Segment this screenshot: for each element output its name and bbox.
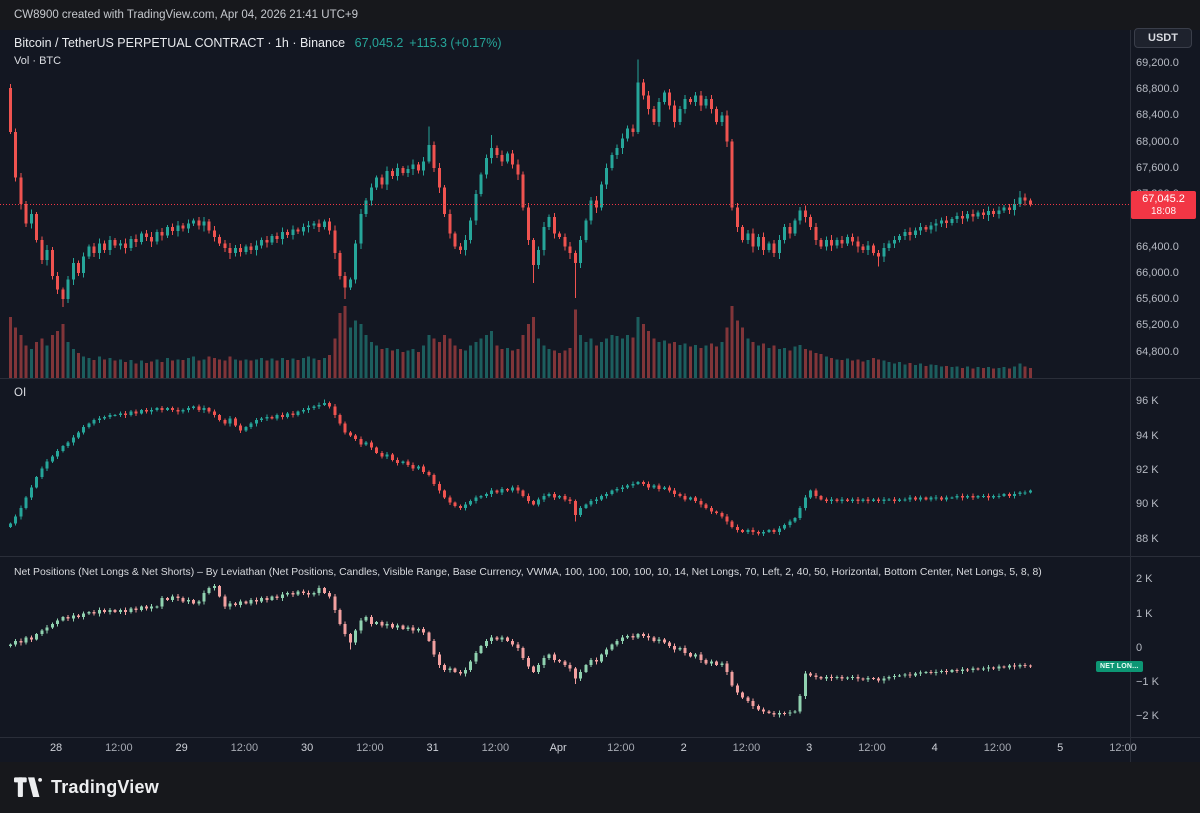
time-tick-label: 12:00 [983,742,1012,754]
chart-area[interactable]: Bitcoin / TetherUS PERPETUAL CONTRACT · … [0,30,1200,762]
time-tick-label: 5 [1057,742,1064,754]
axis-tick-label: 96 K [1136,395,1159,408]
time-tick-label: 3 [806,742,813,754]
axis-tick-label: 68,800.0 [1136,83,1179,96]
last-price-label: 67,045.2 [1142,193,1185,206]
axis-tick-label: 65,600.0 [1136,293,1179,306]
snapshot-topbar: CW8900 created with TradingView.com, Apr… [0,0,1200,30]
axis-tick-label: 68,400.0 [1136,109,1179,122]
symbol-title[interactable]: Bitcoin / TetherUS PERPETUAL CONTRACT [14,36,264,50]
time-tick-label: 30 [300,742,314,754]
time-axis[interactable]: 28 12:00 29 12:00 30 12:00 31 12:00 Apr 12:00 2 12:… [0,737,1200,762]
bar-countdown-label: 18:08 [1150,206,1177,218]
axis-tick-label: 69,200.0 [1136,56,1179,69]
last-price-value: 67,045.2 [354,36,404,50]
axis-tick-label: 67,600.0 [1136,161,1179,174]
net-pane-legend[interactable]: Net Positions (Net Longs & Net Shorts) –… [14,567,1042,578]
axis-tick-label: 66,400.0 [1136,240,1179,253]
time-tick-label: 12:00 [858,742,886,754]
net-longs-series-badge: NET LON... [1096,660,1143,672]
time-tick-label: 28 [49,742,63,754]
oi-pane-legend[interactable]: OI [14,387,27,399]
footer-bar: TradingView [0,762,1200,813]
time-tick-label: 29 [175,742,188,754]
price-axis[interactable]: 69,200.0 68,800.0 68,400.0 68,000.0 67,600.0… [1131,30,1200,737]
last-price-badge: 67,045.2 18:08 [1131,191,1196,220]
axis-tick-label: 68,000.0 [1136,135,1179,148]
price-change-value: +115.3 (+0.17%) [409,36,502,50]
axis-tick-label: 92 K [1136,464,1159,477]
time-tick-label: 4 [931,742,938,754]
price-pane-canvas[interactable] [0,30,1130,378]
time-tick-label: 12:00 [607,742,635,754]
snapshot-info: CW8900 created with TradingView.com, Apr… [14,9,359,21]
net-pane-canvas[interactable] [0,557,1130,737]
time-tick-label: 12:00 [732,742,761,754]
symbol-meta: · 1h · Binance [263,36,346,50]
volume-legend: Vol · BTC [14,55,62,67]
pane-separator[interactable] [0,378,1200,379]
time-axis-separator [0,737,1200,738]
axis-tick-label: 65,200.0 [1136,319,1179,332]
time-tick-label: 12:00 [230,742,259,754]
oi-pane-canvas[interactable] [0,379,1130,556]
tradingview-wordmark[interactable]: TradingView [51,777,159,797]
axis-tick-label: −1 K [1136,676,1159,689]
axis-tick-label: 2 K [1136,573,1153,586]
time-tick-label: Apr [549,742,567,754]
time-tick-label: 12:00 [481,742,510,754]
axis-tick-label: 66,000.0 [1136,266,1179,279]
time-tick-label: 12:00 [356,742,384,754]
axis-tick-label: 64,800.0 [1136,345,1179,358]
axis-tick-label: 1 K [1136,607,1153,620]
currency-toggle-button[interactable]: USDT [1134,28,1192,48]
time-tick-label: 12:00 [105,742,133,754]
pane-separator[interactable] [0,556,1200,557]
main-pane-legend: Bitcoin / TetherUS PERPETUAL CONTRACT · … [14,36,502,67]
time-tick-label: 2 [680,742,687,754]
axis-tick-label: −2 K [1136,710,1159,723]
time-tick-label: 31 [426,742,439,754]
axis-tick-label: 90 K [1136,498,1159,511]
axis-tick-label: 94 K [1136,429,1159,442]
time-tick-label: 12:00 [1109,742,1137,754]
axis-tick-label: 0 [1136,641,1143,654]
axis-tick-label: 88 K [1136,532,1159,545]
price-axis-separator [1130,30,1131,762]
tradingview-logo[interactable] [14,777,42,798]
